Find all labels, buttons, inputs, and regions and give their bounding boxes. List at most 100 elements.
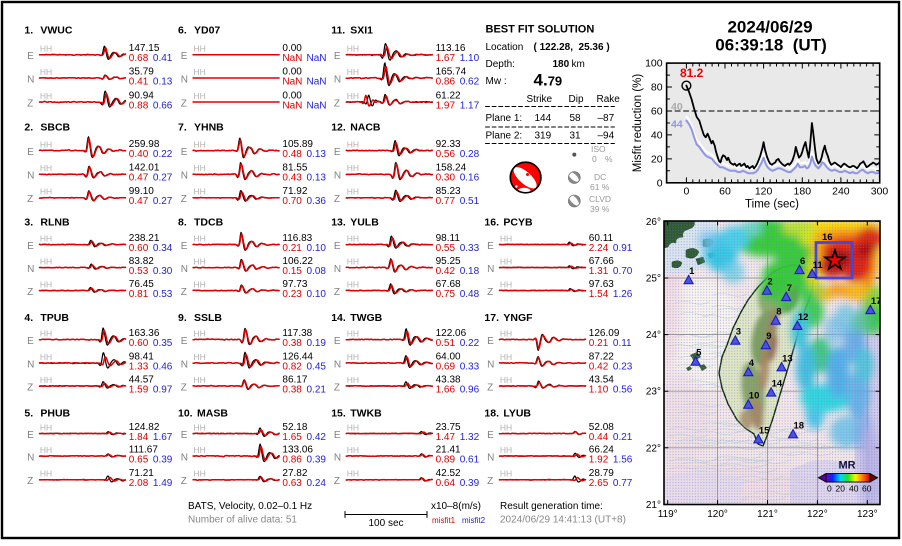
svg-text:E: E [334,241,341,252]
svg-text:71.92: 71.92 [282,186,307,197]
svg-text:N: N [27,452,34,463]
svg-text:121°: 121° [757,509,778,520]
svg-text:0.38: 0.38 [282,384,302,395]
svg-text:HH: HH [347,279,359,289]
svg-text:300: 300 [871,186,889,198]
svg-text:MR: MR [838,460,855,472]
svg-text:0.27: 0.27 [153,196,173,207]
svg-text:HH: HH [40,187,52,197]
svg-text:1.10: 1.10 [589,384,609,395]
svg-text:–87: –87 [598,113,615,124]
svg-text:Z: Z [27,382,33,393]
svg-text:158.24: 158.24 [436,163,467,174]
svg-text:238.21: 238.21 [129,233,160,244]
svg-text:N: N [181,171,188,182]
svg-text:319: 319 [535,131,552,142]
svg-text:N: N [487,452,494,463]
svg-text:0.60: 0.60 [129,243,149,254]
svg-text:0.42: 0.42 [589,361,609,372]
svg-text:0.70: 0.70 [282,196,302,207]
svg-text:HH: HH [194,279,206,289]
svg-text:N: N [27,264,34,275]
svg-text:21.41: 21.41 [436,444,461,455]
svg-text:1.49: 1.49 [153,478,173,489]
svg-text:97.73: 97.73 [282,279,307,290]
svg-text:Z: Z [334,382,340,393]
svg-text:HH: HH [500,375,512,385]
svg-text:1.26: 1.26 [613,289,633,300]
svg-text:0.21: 0.21 [589,338,609,349]
svg-text:0.44: 0.44 [589,432,609,443]
svg-text:BEST FIT SOLUTION: BEST FIT SOLUTION [486,24,595,36]
svg-text:111.67: 111.67 [129,444,159,455]
svg-text:Z: Z [27,194,33,205]
svg-text:HH: HH [500,445,512,455]
svg-text:HH: HH [194,67,206,77]
svg-text:144: 144 [535,113,552,124]
svg-text:Z: Z [27,476,33,487]
svg-text:SXI1: SXI1 [350,25,373,37]
svg-text:18: 18 [794,420,805,431]
svg-text:CLVD: CLVD [589,194,611,204]
svg-text:0.46: 0.46 [153,361,173,372]
svg-text:0.27: 0.27 [153,173,173,184]
svg-text:0: 0 [827,484,832,494]
svg-text:4.: 4. [24,312,33,324]
svg-text:E: E [334,336,341,347]
svg-text:HH: HH [347,67,359,77]
svg-text:0.28: 0.28 [460,149,480,160]
svg-text:16.: 16. [484,217,499,229]
svg-text:Number of alive data: 51: Number of alive data: 51 [188,515,297,526]
svg-text:0.00: 0.00 [282,90,302,101]
svg-text:HH: HH [194,187,206,197]
svg-text:0.21: 0.21 [282,243,302,254]
svg-text:0.15: 0.15 [282,266,302,277]
svg-text:HH: HH [347,139,359,149]
svg-text:92.33: 92.33 [436,139,461,150]
svg-text:Mw :: Mw : [486,76,507,87]
svg-text:HH: HH [194,139,206,149]
svg-text:1.92: 1.92 [589,454,609,465]
svg-text:0.13: 0.13 [307,149,327,160]
svg-text:E: E [181,430,188,441]
svg-text:YNGF: YNGF [503,312,533,324]
svg-text:06:39:18 (UT): 06:39:18 (UT) [715,36,826,55]
svg-text:147.15: 147.15 [129,43,160,54]
svg-text:0.30: 0.30 [153,266,173,277]
svg-text:E: E [487,430,494,441]
svg-text:113.16: 113.16 [436,43,466,54]
svg-text:E: E [181,147,188,158]
svg-text:0.13: 0.13 [153,76,173,87]
svg-text:E: E [181,336,188,347]
svg-text:HH: HH [40,328,52,338]
svg-text:YD07: YD07 [194,25,220,37]
svg-text:E: E [27,336,34,347]
svg-text:0.55: 0.55 [436,243,456,254]
svg-text:0.56: 0.56 [436,149,456,160]
svg-text:1.84: 1.84 [129,432,149,443]
svg-text:0.22: 0.22 [153,149,173,160]
svg-text:0.33: 0.33 [460,243,480,254]
svg-text:126.09: 126.09 [589,328,620,339]
svg-text:0.13: 0.13 [307,173,327,184]
svg-text:0.40: 0.40 [129,149,149,160]
svg-text:HH: HH [194,44,206,54]
svg-text:E: E [334,430,341,441]
svg-text:TPUB: TPUB [40,312,69,324]
svg-text:HH: HH [194,256,206,266]
svg-text:83.82: 83.82 [129,256,154,267]
svg-text:0.10: 0.10 [307,289,327,300]
svg-text:116.83: 116.83 [282,233,312,244]
svg-text:64.00: 64.00 [436,351,461,362]
svg-text:106.22: 106.22 [282,256,313,267]
svg-text:3: 3 [736,327,741,338]
svg-text:90.94: 90.94 [129,90,154,101]
svg-text:8.: 8. [178,217,187,229]
svg-text:0.10: 0.10 [307,243,327,254]
svg-text:N: N [27,359,34,370]
svg-text:2: 2 [767,277,772,288]
svg-text:0.22: 0.22 [460,338,480,349]
svg-text:6.: 6. [178,25,187,37]
svg-text:Time (sec): Time (sec) [745,199,799,211]
svg-text:5: 5 [696,348,702,359]
